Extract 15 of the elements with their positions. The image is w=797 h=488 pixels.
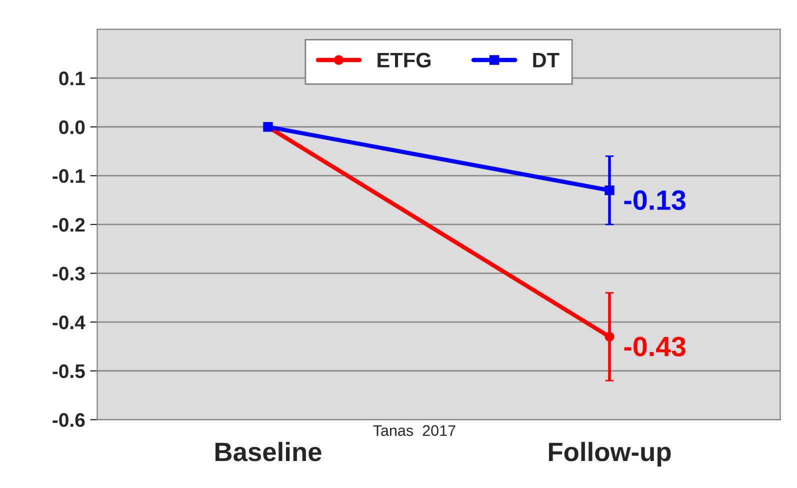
y-tick-label: -0.3	[52, 266, 85, 281]
x-tick-label: Follow-up	[548, 442, 671, 466]
y-tick-label: -0.1	[52, 169, 85, 183]
data-label: -0.13	[624, 190, 686, 210]
data-label: -0.43	[624, 336, 686, 356]
y-tick-label: 0.0	[59, 120, 85, 134]
y-tick-label: -0.4	[52, 316, 86, 330]
y-tick-label: -0.2	[52, 218, 85, 232]
legend-label: DT	[533, 52, 560, 68]
legend-label: ETFG	[378, 52, 431, 68]
x-tick-label: Baseline	[215, 442, 322, 462]
y-tick-label: -0.6	[52, 413, 85, 427]
y-tick-label: 0.1	[59, 72, 85, 86]
text: Tanas 2017	[373, 425, 456, 436]
y-tick-label: -0.5	[52, 364, 85, 378]
